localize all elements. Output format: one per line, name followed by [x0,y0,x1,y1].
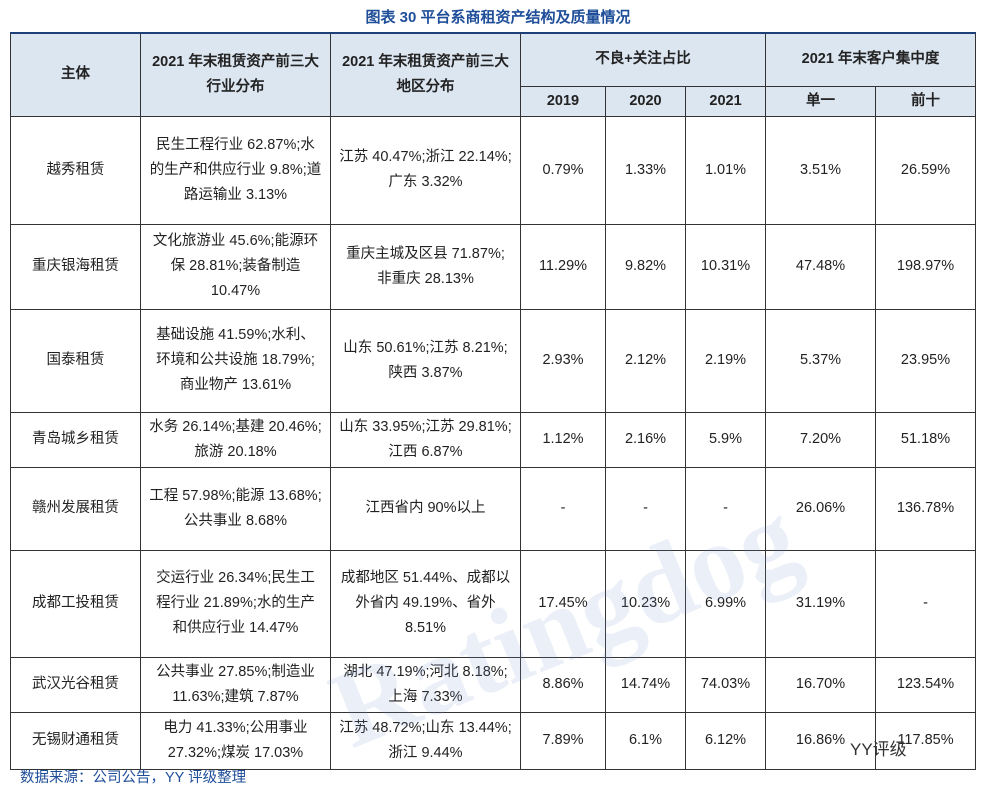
cell: 17.45% [520,549,606,658]
cell: 14.74% [605,656,686,713]
cell: 2.12% [605,308,686,413]
cell: 水务 26.14%;基建 20.46%;旅游 20.18% [140,411,331,468]
cell: 1.01% [684,115,767,225]
header-cell: 不良+关注占比 [519,32,767,87]
cell: 11.29% [520,223,606,310]
cell: 江西省内 90%以上 [330,466,521,551]
table-row: 武汉光谷租赁 公共事业 27.85%;制造业 11.63%;建筑 7.87% 湖北 … [10,656,977,713]
cell: 5.37% [765,308,877,413]
cell: 16.70% [765,656,877,713]
cell: - [520,466,606,551]
header-cell: 2021 年末客户集中度 [765,32,977,87]
cell: 电力 41.33%;公用事业 27.32%;煤炭 17.03% [140,711,331,770]
cell: 成都地区 51.44%、成都以外省内 49.19%、省外 8.51% [330,549,521,658]
table-row: 赣州发展租赁 工程 57.98%;能源 13.68%;公共事业 8.68% 江西省内… [10,466,977,551]
header-cell: 2019 [520,85,606,117]
header-cell: 2021 年末租赁资产前三大行业分布 [140,32,331,117]
table-row: 成都工投租赁 交运行业 26.34%;民生工程行业 21.89%;水的生产和供应行… [10,549,977,658]
cell: 51.18% [875,411,977,468]
cell: 7.20% [765,411,877,468]
header-cell: 主体 [10,32,141,117]
cell: 山东 33.95%;江苏 29.81%;江西 6.87% [330,411,521,468]
cell: 2.16% [605,411,686,468]
table-row: 青岛城乡租赁 水务 26.14%;基建 20.46%;旅游 20.18% 山东 33… [10,411,977,468]
cell: 5.9% [684,411,767,468]
cell: 重庆主城及区县 71.87%;非重庆 28.13% [330,223,521,310]
cell: 123.54% [875,656,977,713]
cell: 6.99% [684,549,767,658]
cell: 9.82% [605,223,686,310]
header-row: 主体 2021 年末租赁资产前三大行业分布 2021 年末租赁资产前三大地区分布 不良… [10,32,977,117]
cell: 国泰租赁 [10,308,141,413]
cell: - [684,466,767,551]
cell: - [875,549,977,658]
header-cell: 单一 [765,85,877,117]
cell: 6.12% [684,711,767,770]
cell: 23.95% [875,308,977,413]
title: 图表 30 平台系商租资产结构及质量情况 [365,9,631,26]
cell: 3.51% [765,115,877,225]
table-row: 国泰租赁 基础设施 41.59%;水利、环境和公共设施 18.79%;商业物产 1… [10,308,977,413]
cell: 公共事业 27.85%;制造业 11.63%;建筑 7.87% [140,656,331,713]
table: 主体 2021 年末租赁资产前三大行业分布 2021 年末租赁资产前三大地区分布 不良… [10,32,977,770]
cell: 成都工投租赁 [10,549,141,658]
cell: 8.86% [520,656,606,713]
table-row: 重庆银海租赁 文化旅游业 45.6%;能源环保 28.81%;装备制造 10.47… [10,223,977,310]
cell: 16.86% [765,711,877,770]
table-row: 越秀租赁 民生工程行业 62.87%;水的生产和供应行业 9.8%;道路运输业 3… [10,115,977,225]
header-cell: 2021 [684,85,767,117]
cell: 湖北 47.19%;河北 8.18%;上海 7.33% [330,656,521,713]
cell: 10.23% [605,549,686,658]
cell: 26.06% [765,466,877,551]
header-cell: 2020 [605,85,686,117]
source: 数据来源：公司公告，YY 评级整理 [20,770,247,786]
cell: 武汉光谷租赁 [10,656,141,713]
cell: 重庆银海租赁 [10,223,141,310]
cell: 31.19% [765,549,877,658]
cell: 74.03% [684,656,767,713]
header-cell: 前十 [875,85,977,117]
cell: 赣州发展租赁 [10,466,141,551]
cell: 1.12% [520,411,606,468]
cell: 26.59% [875,115,977,225]
cell: 江苏 48.72%;山东 13.44%;浙江 9.44% [330,711,521,770]
cell: 无锡财通租赁 [10,711,141,770]
cell: 青岛城乡租赁 [10,411,141,468]
cell: 交运行业 26.34%;民生工程行业 21.89%;水的生产和供应行业 14.4… [140,549,331,658]
cell: 江苏 40.47%;浙江 22.14%;广东 3.32% [330,115,521,225]
cell: 越秀租赁 [10,115,141,225]
cell: - [605,466,686,551]
cell: 47.48% [765,223,877,310]
cell: 山东 50.61%;江苏 8.21%;陕西 3.87% [330,308,521,413]
cell: 基础设施 41.59%;水利、环境和公共设施 18.79%;商业物产 13.61… [140,308,331,413]
cell: 2.19% [684,308,767,413]
cell: 6.1% [605,711,686,770]
cell: 198.97% [875,223,977,310]
cell: 10.31% [684,223,767,310]
cell: 117.85% [875,711,977,770]
header-row: 2019 2020 2021 单一 前十 [11,85,977,117]
cell: 工程 57.98%;能源 13.68%;公共事业 8.68% [140,466,331,551]
header-cell: 2021 年末租赁资产前三大地区分布 [330,32,521,117]
table-row: 无锡财通租赁 电力 41.33%;公用事业 27.32%;煤炭 17.03% 江苏 … [10,711,977,770]
cell: 0.79% [520,115,606,225]
cell: 民生工程行业 62.87%;水的生产和供应行业 9.8%;道路运输业 3.13% [140,115,331,225]
cell: 2.93% [520,308,606,413]
cell: 1.33% [605,115,686,225]
cell: 136.78% [875,466,977,551]
cell: 7.89% [520,711,606,770]
cell: 文化旅游业 45.6%;能源环保 28.81%;装备制造 10.47% [140,223,331,310]
badge: YY评级 [850,740,907,759]
